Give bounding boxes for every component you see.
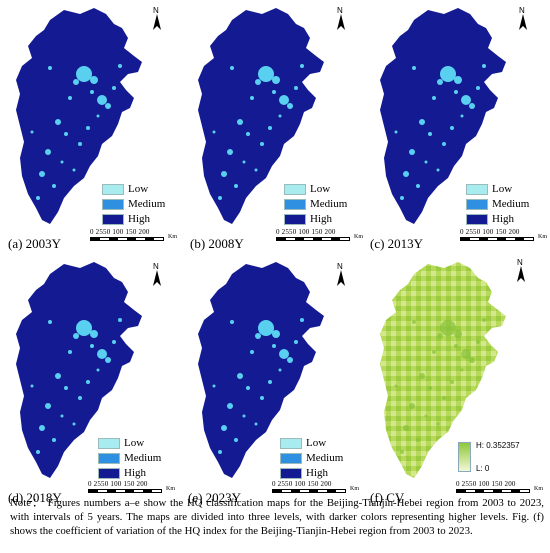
figure-note: Note： Figures numbers a–e show the HQ cl… — [10, 497, 544, 537]
hq-legend-e: Low Medium High — [280, 436, 343, 481]
hq-legend-b: Low Medium High — [284, 182, 347, 227]
panel-caption-b: (b) 2008Y — [190, 236, 244, 251]
panel-caption-a: (a) 2003Y — [8, 236, 62, 251]
north-arrow-icon: N — [334, 6, 348, 32]
map-panel-b: N Low Medium High 0 2550 100 150 200 Km (… — [184, 2, 367, 252]
hq-legend-c: Low Medium High — [466, 182, 529, 227]
north-arrow-icon: N — [150, 262, 164, 288]
north-arrow-icon: N — [150, 6, 164, 32]
hq-legend-d: Low Medium High — [98, 436, 161, 481]
hq-legend-a: Low Medium High — [102, 182, 165, 227]
panel-caption-f: (f) CV — [370, 490, 405, 505]
north-arrow-icon: N — [516, 6, 530, 32]
panel-caption-e: (e) 2023Y — [188, 490, 242, 505]
map-panel-f: N H: 0.352357 L: 0 0 2550 100 150 200 Km … — [366, 256, 549, 506]
map-panel-a: N Low Medium High 0 2550 100 150 200 Km (… — [2, 2, 185, 252]
panel-caption-d: (d) 2018Y — [8, 490, 62, 505]
north-arrow-icon: N — [514, 258, 528, 284]
map-panel-c: N Low Medium High 0 2550 100 150 200 Km (… — [366, 2, 549, 252]
map-panel-e: N Low Medium High 0 2550 100 150 200 Km (… — [184, 256, 367, 506]
map-panel-d: N Low Medium High 0 2550 100 150 200 Km (… — [2, 256, 185, 506]
panel-caption-c: (c) 2013Y — [370, 236, 424, 251]
north-arrow-icon: N — [334, 262, 348, 288]
